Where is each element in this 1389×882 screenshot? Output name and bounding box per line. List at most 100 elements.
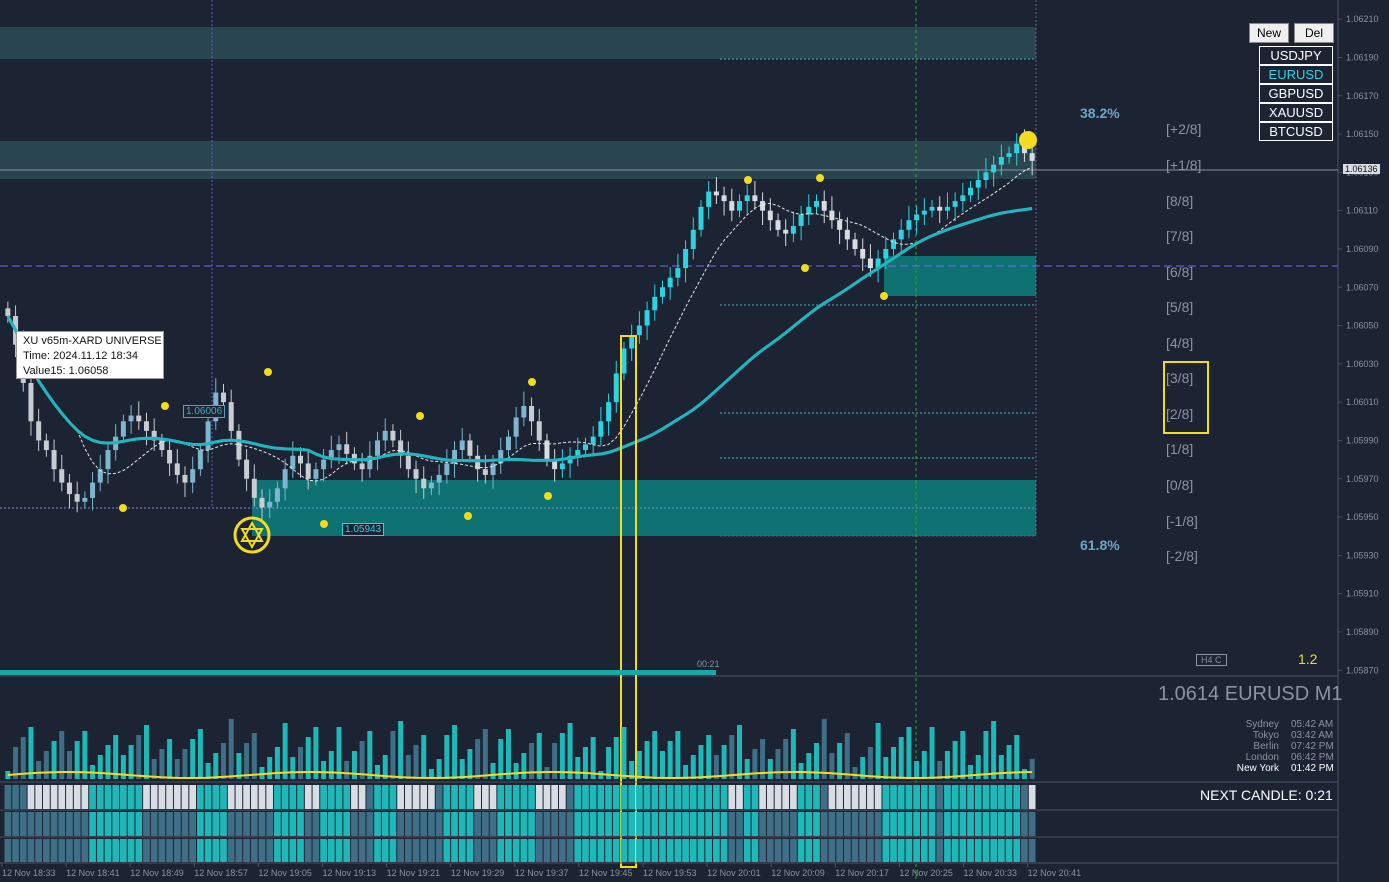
candle-body [174,463,180,475]
signal-strip-cell [920,785,928,809]
signal-strip-cell [797,785,805,809]
x-tick-label: 12 Nov 18:41 [66,868,120,878]
swing-point [544,492,552,500]
candle-body [883,248,889,259]
signal-strip-cell [181,812,189,836]
candle-body [328,450,334,460]
signal-strip-cell [50,839,58,862]
volume-bar [28,727,34,779]
volume-bar [829,753,835,779]
signal-strip-cell [227,812,235,836]
signal-strip-cell [1005,812,1013,836]
volume-bar [51,741,57,779]
fib-label-61: 61.8% [1080,537,1120,553]
x-tick-label: 12 Nov 19:29 [451,868,505,878]
signal-strip-cell [12,839,19,862]
candle-body [875,258,881,269]
candle-body [405,455,411,470]
signal-strip-cell [582,839,589,862]
signal-strip-cell [697,812,705,836]
candle-body [282,469,288,489]
signal-strip-cell [250,839,258,862]
murrey-level-label: [2/8] [1166,406,1194,422]
signal-strip-cell [173,839,181,862]
signal-strip-cell [535,812,543,836]
x-tick-label: 12 Nov 19:53 [643,868,697,878]
volume-bar [328,751,334,779]
signal-strip-cell [836,785,843,809]
signal-strip-cell [612,812,620,836]
signal-strip-cell [951,839,959,862]
signal-strip-cell [743,839,751,862]
symbol-button-xauusd[interactable]: XAUUSD [1259,103,1333,122]
volume-bar [552,743,558,779]
volume-bar [151,759,157,779]
x-tick-label: 12 Nov 19:13 [323,868,377,878]
signal-strip-cell [389,839,397,862]
signal-strip-cell [636,785,643,809]
signal-strip-cell [428,785,435,809]
candle-body [51,450,57,470]
signal-strip-cell [220,839,227,862]
delete-button[interactable]: Del [1294,23,1334,43]
signal-strip-cell [304,839,312,862]
signal-strip-cell [697,839,705,862]
signal-strip-cell [27,785,35,809]
signal-strip-cell [289,812,297,836]
signal-strip-cell [974,839,982,862]
signal-strip-cell [81,812,89,836]
candle-body [82,497,88,502]
signal-strip-cell [882,785,890,809]
current-price-tag: 1.06136 [1343,164,1380,174]
volume-bar [159,749,165,779]
x-tick-label: 12 Nov 19:05 [258,868,312,878]
signal-strip-cell [774,839,782,862]
candle-body [413,469,419,479]
volume-bar [898,737,904,779]
candle-body [159,440,165,451]
signal-strip-cell [751,812,759,836]
demand-zone-small [884,256,1036,296]
signal-strip-cell [1021,839,1028,862]
signal-strip-cell [520,785,528,809]
signal-strip-cell [1021,785,1028,809]
volume-bar [105,745,111,779]
signal-strip-cell [836,812,843,836]
signal-strip-cell [474,785,481,809]
signal-strip-cell [936,785,944,809]
signal-strip-cell [705,785,713,809]
signal-strip-cell [89,812,96,836]
candle-body [529,405,535,422]
candle-body [490,463,496,475]
new-button[interactable]: New [1249,23,1289,43]
symbol-button-usdjpy[interactable]: USDJPY [1259,46,1333,65]
signal-strip-cell [659,785,666,809]
signal-circle [233,516,271,554]
signal-strip-cell [736,812,743,836]
signal-strip-cell [643,812,651,836]
signal-strip-cell [620,812,628,836]
murrey-level-label: [0/8] [1166,477,1194,493]
candle-body [136,415,142,422]
signal-strip-cell [620,785,628,809]
signal-candle-box [620,335,637,868]
x-tick-label: 12 Nov 19:37 [515,868,569,878]
candle-body [767,210,773,221]
signal-strip-cell [150,785,158,809]
symbol-button-btcusd[interactable]: BTCUSD [1259,122,1333,141]
swing-point [264,368,272,376]
volume-bar [852,767,858,779]
signal-strip-cell [1013,785,1021,809]
signal-strip-cell [366,812,374,836]
signal-strip-cell [374,785,381,809]
signal-strip-cell [828,785,836,809]
volume-bar [698,745,704,779]
signal-strip-cell [27,812,35,836]
murrey-level-label: [7/8] [1166,228,1194,244]
candle-body [190,469,196,483]
symbol-button-gbpusd[interactable]: GBPUSD [1259,84,1333,103]
symbol-button-eurusd[interactable]: EURUSD [1259,65,1333,84]
x-tick-label: 12 Nov 18:33 [2,868,56,878]
candle-body [929,206,935,211]
